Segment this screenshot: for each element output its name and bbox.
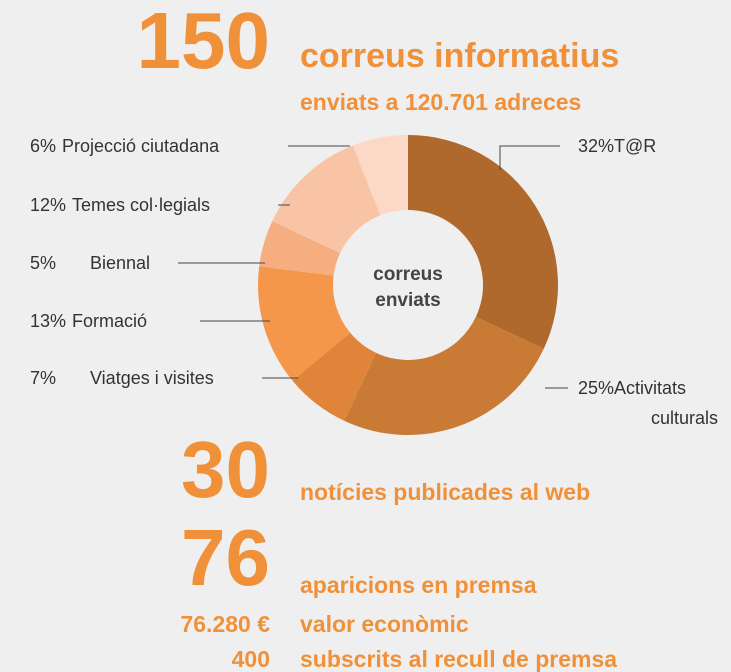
stat-number: 76.280 € <box>180 611 270 637</box>
category-label: T@R <box>614 136 656 156</box>
donut-slice <box>259 221 341 276</box>
value-label: 32% <box>578 136 614 156</box>
stat-text: enviats a 120.701 adreces <box>300 89 581 115</box>
center-label: enviats <box>375 290 440 311</box>
category-label: Biennal <box>90 253 150 273</box>
stat-text: valor econòmic <box>300 611 469 637</box>
stat-text: notícies publicades al web <box>300 479 590 505</box>
value-label: 12% <box>30 195 66 215</box>
value-label: 25% <box>578 378 614 398</box>
value-label: 5% <box>30 253 56 273</box>
stat-text: subscrits al recull de premsa <box>300 646 617 672</box>
category-label: culturals <box>651 408 718 428</box>
stat-number: 76 <box>181 513 270 602</box>
stat-number: 30 <box>181 425 270 514</box>
donut-slice <box>344 316 544 436</box>
category-label: Activitats <box>614 378 686 398</box>
value-label: 6% <box>30 136 56 156</box>
stat-text: aparicions en premsa <box>300 572 537 598</box>
donut-slice <box>408 135 558 349</box>
value-label: 13% <box>30 311 66 331</box>
donut-slice <box>272 145 381 254</box>
leader-line <box>499 145 560 170</box>
donut-slice <box>258 266 351 381</box>
category-label: Temes col·legials <box>72 195 210 215</box>
category-label: Formació <box>72 311 147 331</box>
donut-slice <box>352 135 408 216</box>
stat-number: 150 <box>137 0 270 85</box>
category-label: Projecció ciutadana <box>62 136 220 156</box>
value-label: 7% <box>30 368 56 388</box>
stat-text: correus informatius <box>300 37 619 75</box>
stat-number: 400 <box>232 646 270 672</box>
donut-slice <box>292 332 377 421</box>
category-label: Viatges i visites <box>90 368 214 388</box>
center-label: correus <box>373 264 443 285</box>
